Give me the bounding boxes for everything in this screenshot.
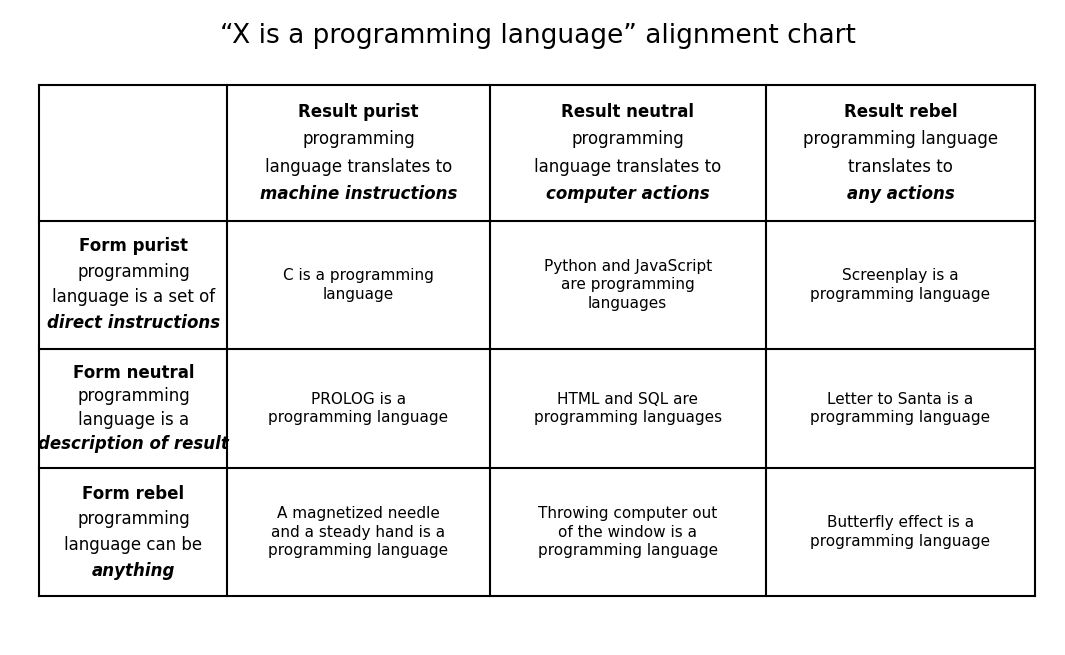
Text: “X is a programming language” alignment chart: “X is a programming language” alignment … [219, 23, 856, 49]
Text: HTML and SQL are
programming languages: HTML and SQL are programming languages [534, 392, 722, 425]
Text: language can be: language can be [64, 536, 202, 554]
Text: Throwing computer out
of the window is a
programming language: Throwing computer out of the window is a… [538, 506, 718, 558]
Text: A magnetized needle
and a steady hand is a
programming language: A magnetized needle and a steady hand is… [268, 506, 448, 558]
Text: programming language: programming language [803, 130, 998, 149]
Text: programming: programming [302, 130, 415, 149]
Text: programming: programming [571, 130, 684, 149]
Text: any actions: any actions [847, 185, 954, 202]
Text: language translates to: language translates to [265, 158, 452, 176]
Text: Result rebel: Result rebel [843, 103, 957, 121]
Text: Result neutral: Result neutral [561, 103, 694, 121]
Text: Butterfly effect is a
programming language: Butterfly effect is a programming langua… [810, 515, 990, 549]
Text: programming: programming [77, 263, 190, 281]
Text: Python and JavaScript
are programming
languages: Python and JavaScript are programming la… [543, 259, 711, 311]
Text: Letter to Santa is a
programming language: Letter to Santa is a programming languag… [810, 392, 990, 425]
Text: language is a set of: language is a set of [52, 288, 215, 307]
Text: Form neutral: Form neutral [72, 364, 194, 381]
Text: Screenplay is a
programming language: Screenplay is a programming language [810, 268, 990, 301]
Text: anything: anything [92, 561, 175, 580]
Text: direct instructions: direct instructions [47, 314, 220, 332]
Text: description of result: description of result [38, 436, 229, 453]
Text: programming: programming [77, 388, 190, 405]
Text: Form rebel: Form rebel [82, 485, 184, 503]
Text: language is a: language is a [78, 411, 189, 430]
Text: programming: programming [77, 510, 190, 529]
Text: language translates to: language translates to [535, 158, 721, 176]
Text: C is a programming
language: C is a programming language [283, 268, 433, 301]
Text: Result purist: Result purist [298, 103, 419, 121]
Text: computer actions: computer actions [546, 185, 709, 202]
Text: Form purist: Form purist [79, 237, 187, 255]
Text: translates to: translates to [848, 158, 953, 176]
Text: machine instructions: machine instructions [260, 185, 457, 202]
Text: PROLOG is a
programming language: PROLOG is a programming language [268, 392, 448, 425]
